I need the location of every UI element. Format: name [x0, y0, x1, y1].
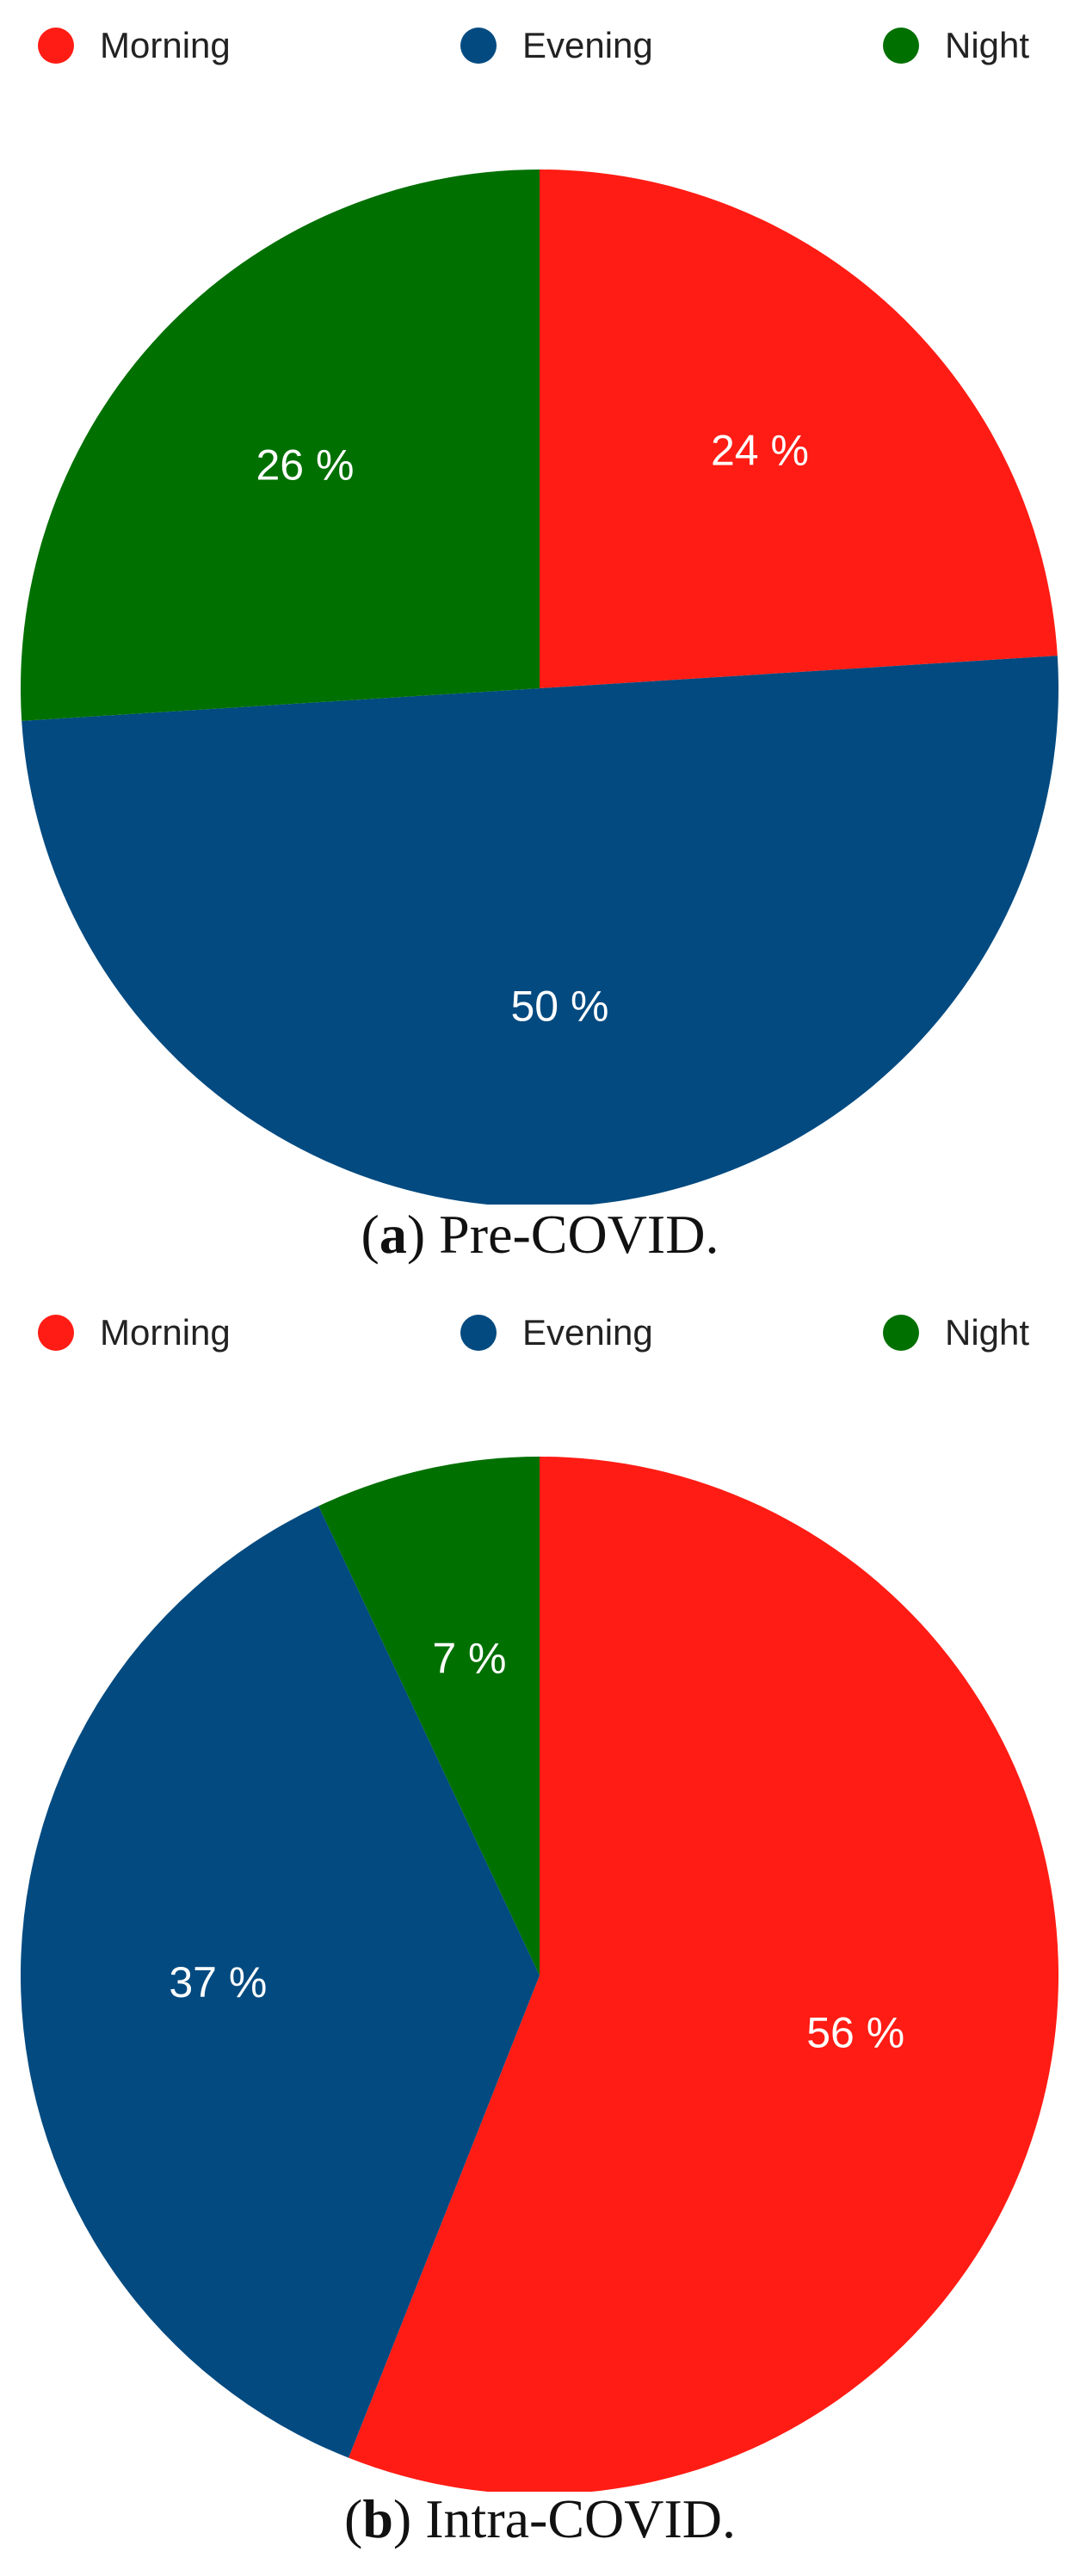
pie-slice-morning — [349, 1457, 1058, 2492]
caption-letter: b — [362, 2488, 393, 2549]
legend: Morning Evening Night — [0, 1303, 1080, 1363]
legend-label-morning: Morning — [100, 1312, 231, 1353]
slice-label-night: 26 % — [256, 441, 354, 489]
legend-swatch-night — [883, 1315, 919, 1351]
slice-label-evening: 50 % — [510, 982, 608, 1030]
pie-chart: 56 % 37 % 7 % — [21, 1457, 1058, 2492]
pie-slice-night — [20, 169, 540, 721]
legend-item-morning: Morning — [38, 15, 231, 76]
caption-letter: a — [379, 1204, 407, 1265]
pie-slice-evening — [22, 656, 1058, 1205]
slice-label-evening: 37 % — [169, 1958, 267, 2006]
pie-slice-night — [318, 1457, 540, 1975]
legend-swatch-morning — [38, 1315, 74, 1351]
legend-swatch-morning — [38, 28, 74, 64]
chart-panel-a: Morning Evening Night 24 % 50 % 26 % (a) P… — [0, 0, 1080, 1287]
legend-item-morning: Morning — [38, 1303, 231, 1363]
pie-slice-evening — [21, 1506, 540, 2458]
legend: Morning Evening Night — [0, 15, 1080, 76]
pie-slice-morning — [540, 169, 1058, 688]
figure-caption: (a) Pre-COVID. — [361, 1204, 719, 1265]
legend-label-evening: Evening — [522, 1312, 653, 1353]
chart-panel-b: Morning Evening Night 56 % 37 % 7 % (b) In… — [0, 1287, 1080, 2576]
legend-label-evening: Evening — [522, 25, 653, 65]
legend-item-night: Night — [883, 1303, 1029, 1363]
caption-text: Pre-COVID. — [439, 1204, 719, 1265]
legend-label-night: Night — [945, 25, 1030, 65]
legend-swatch-evening — [460, 1315, 497, 1351]
legend-item-evening: Evening — [460, 15, 653, 76]
legend-swatch-night — [883, 28, 919, 64]
slice-label-night: 7 % — [432, 1634, 506, 1682]
legend-item-evening: Evening — [460, 1303, 653, 1363]
slice-label-morning: 56 % — [806, 2008, 904, 2056]
figure-caption: (b) Intra-COVID. — [344, 2488, 736, 2549]
legend-swatch-evening — [460, 28, 497, 64]
legend-item-night: Night — [883, 15, 1029, 76]
caption-text: Intra-COVID. — [425, 2488, 736, 2549]
pie-chart: 24 % 50 % 26 % — [20, 169, 1058, 1205]
legend-label-night: Night — [945, 1312, 1030, 1353]
slice-label-morning: 24 % — [711, 427, 809, 475]
legend-label-morning: Morning — [100, 25, 231, 65]
